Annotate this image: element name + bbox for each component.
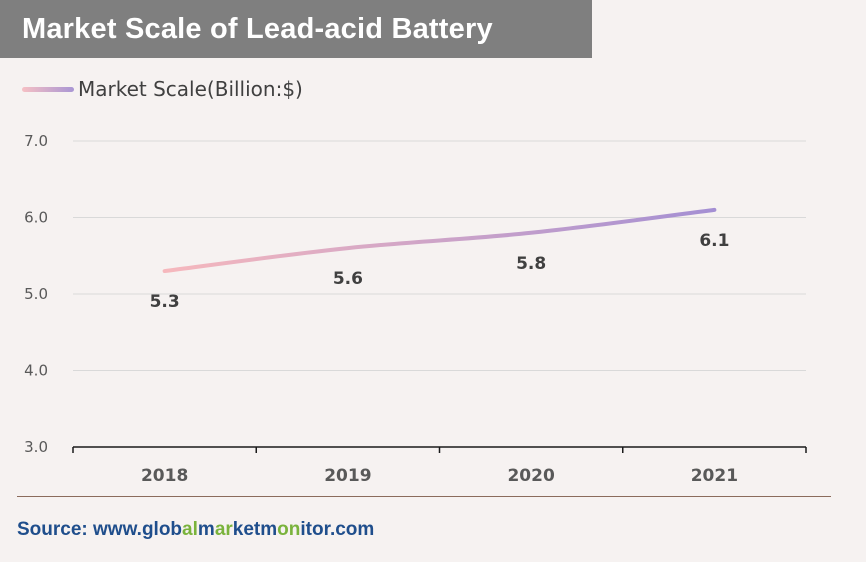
data-label: 5.3 bbox=[150, 292, 180, 312]
data-label: 5.8 bbox=[516, 254, 546, 274]
source-prefix: Source: www. bbox=[17, 519, 142, 540]
chart-title: Market Scale of Lead-acid Battery bbox=[22, 12, 493, 45]
source-part: ket bbox=[232, 519, 261, 540]
x-tick-label: 2018 bbox=[141, 466, 188, 486]
source-suffix: .com bbox=[329, 519, 375, 540]
source-part: m bbox=[260, 519, 278, 540]
y-tick-label: 6.0 bbox=[24, 209, 48, 227]
source-divider bbox=[17, 496, 831, 497]
source-part: al bbox=[182, 519, 198, 540]
y-tick-label: 7.0 bbox=[24, 132, 48, 150]
data-label: 5.6 bbox=[333, 269, 363, 289]
source-part: itor bbox=[300, 519, 330, 540]
source-part: on bbox=[277, 519, 301, 540]
data-label: 6.1 bbox=[699, 231, 729, 251]
source-part: glob bbox=[141, 519, 183, 540]
series-line bbox=[162, 207, 717, 274]
legend: Market Scale(Billion:$) bbox=[22, 77, 303, 101]
source-part: m bbox=[197, 519, 215, 540]
y-tick-label: 4.0 bbox=[24, 362, 48, 380]
source-part: ar bbox=[214, 519, 233, 540]
source-domain: globalmarketmonitor bbox=[142, 519, 330, 540]
x-tick-label: 2021 bbox=[691, 466, 738, 486]
y-tick-label: 3.0 bbox=[24, 438, 48, 456]
title-banner: Market Scale of Lead-acid Battery bbox=[0, 0, 592, 58]
legend-label: Market Scale(Billion:$) bbox=[78, 77, 303, 101]
x-tick-label: 2020 bbox=[507, 466, 554, 486]
x-tick-label: 2019 bbox=[324, 466, 371, 486]
y-tick-label: 5.0 bbox=[24, 285, 48, 303]
source-text: Source: www.globalmarketmonitor.com bbox=[17, 519, 374, 541]
legend-swatch bbox=[22, 86, 74, 92]
